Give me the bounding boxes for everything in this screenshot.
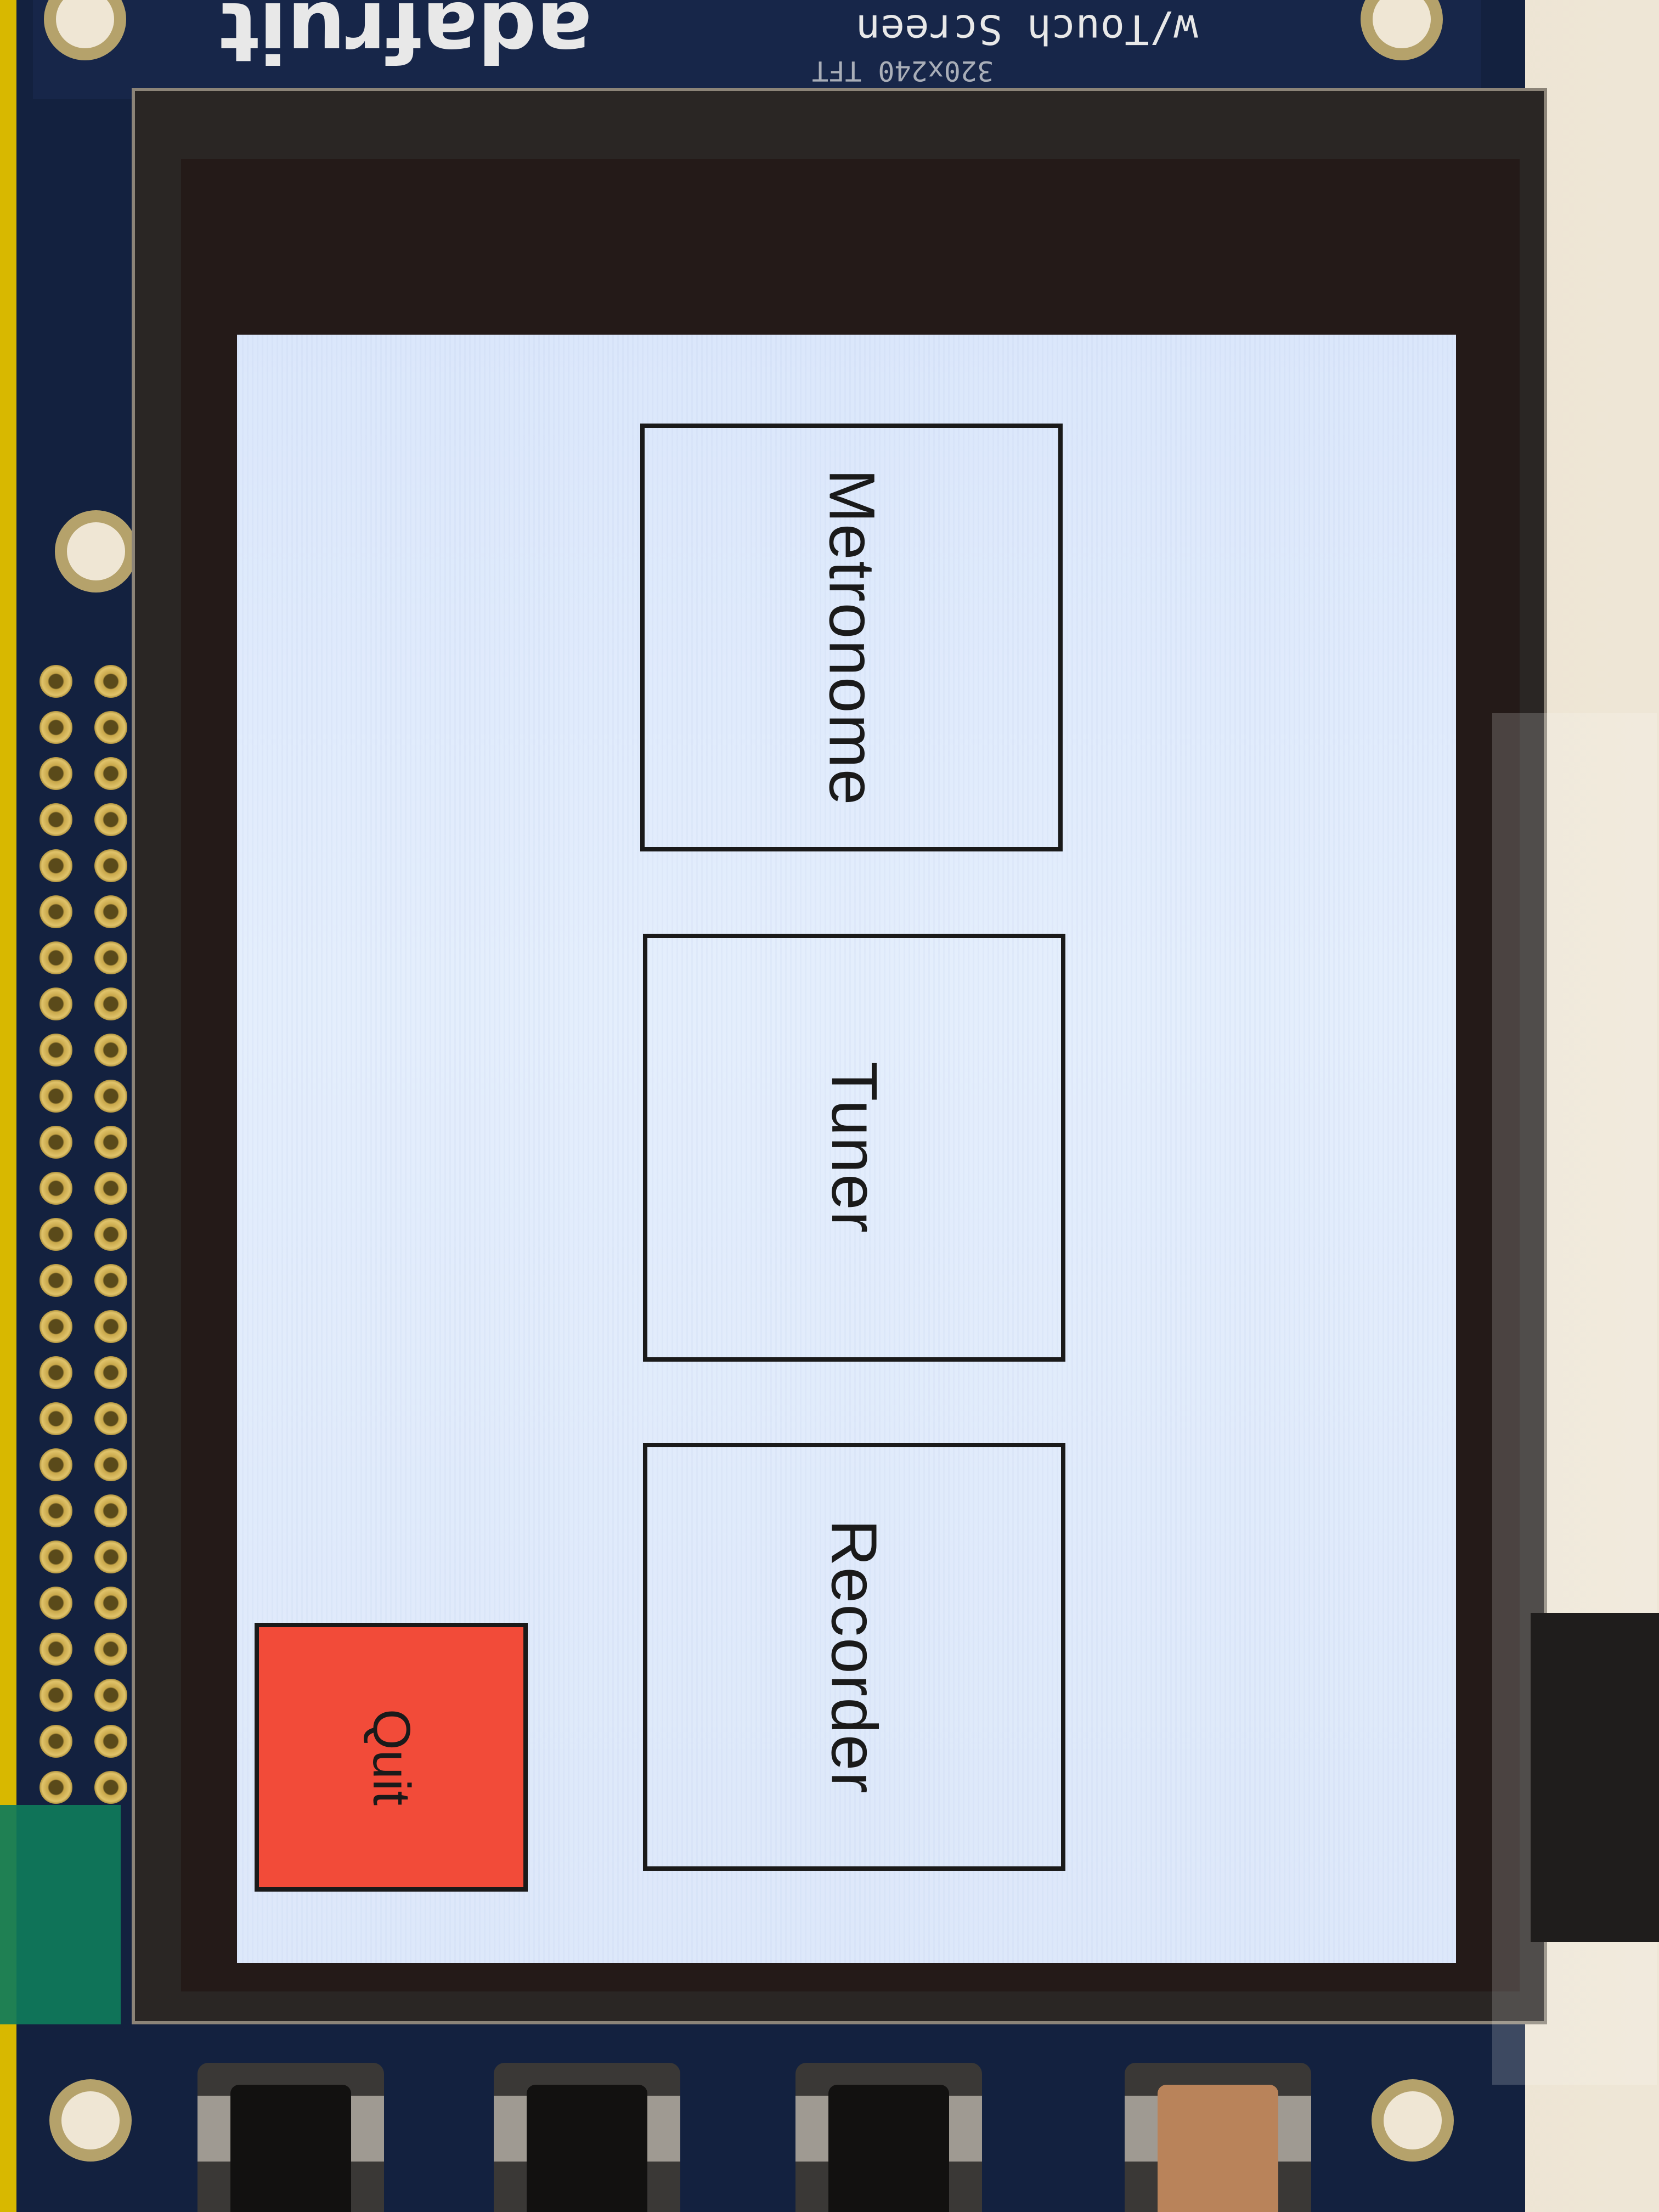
side-connector <box>1531 1613 1659 1942</box>
lcd-screen: Metronome Tuner Recorder Quit <box>237 335 1456 1963</box>
subtitle2-silkscreen: 320x240 TFT <box>812 55 994 87</box>
mount-hole-left <box>55 510 137 592</box>
mount-hole-bottom-left <box>49 2079 132 2162</box>
pcb-header-strip <box>33 0 1481 99</box>
recorder-button[interactable]: Recorder <box>643 1443 1065 1871</box>
gpio-pin-header <box>33 658 143 1810</box>
hardware-button-3[interactable] <box>795 2063 982 2212</box>
hardware-button-2[interactable] <box>494 2063 680 2212</box>
green-tape <box>0 1805 121 2024</box>
mount-hole-bottom-right <box>1372 2079 1454 2162</box>
quit-button[interactable]: Quit <box>255 1623 528 1892</box>
tuner-button-label: Tuner <box>818 1062 890 1234</box>
recorder-button-label: Recorder <box>818 1519 890 1795</box>
tuner-button[interactable]: Tuner <box>643 934 1065 1362</box>
metronome-button-label: Metronome <box>815 469 888 806</box>
subtitle-silkscreen: w/Touch Screen <box>856 5 1198 53</box>
quit-button-label: Quit <box>362 1708 421 1806</box>
hardware-button-1[interactable] <box>198 2063 384 2212</box>
brand-silkscreen: adafruit <box>219 0 592 79</box>
hardware-button-4[interactable] <box>1125 2063 1311 2212</box>
metronome-button[interactable]: Metronome <box>640 424 1063 851</box>
